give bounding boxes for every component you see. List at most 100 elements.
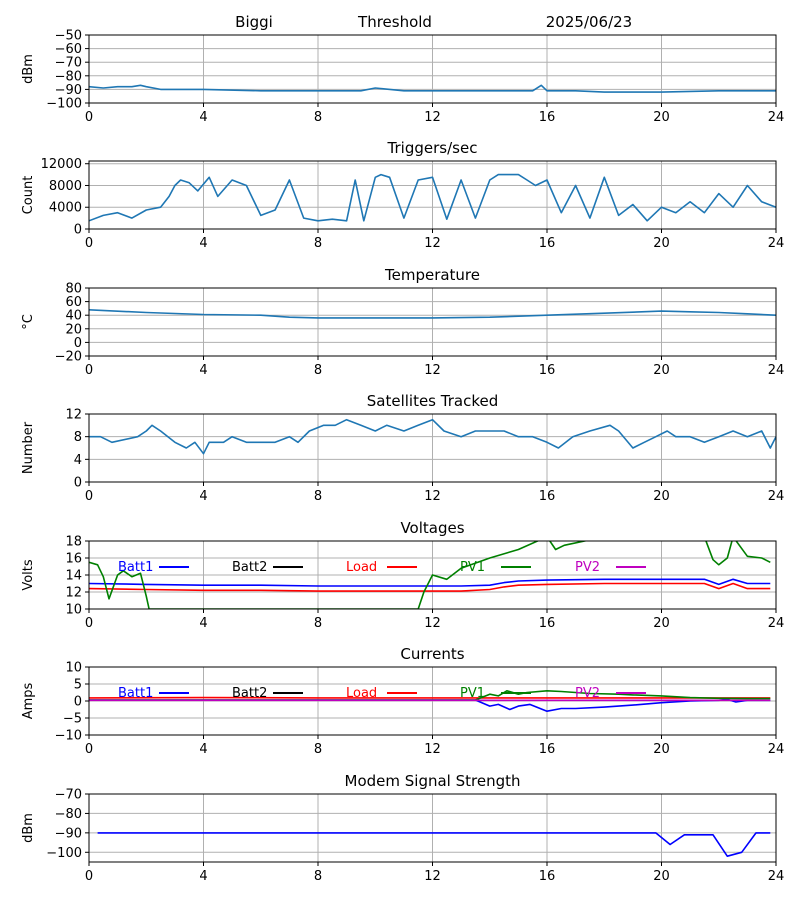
legend-label-pv1: PV1 [460, 560, 485, 575]
y-tick-label: 10 [65, 603, 82, 618]
x-tick-label: 20 [653, 742, 670, 757]
chart-title: Triggers/sec [387, 139, 478, 157]
x-tick-label: 4 [199, 236, 207, 251]
x-tick-label: 24 [768, 742, 785, 757]
y-tick-label: 12000 [41, 157, 82, 172]
header-date: 2025/06/23 [546, 13, 632, 31]
x-tick-label: 0 [85, 489, 93, 504]
x-tick-label: 4 [199, 110, 207, 125]
x-tick-label: 24 [768, 869, 785, 884]
legend-label-load: Load [346, 686, 377, 701]
x-tick-label: 8 [314, 616, 322, 631]
chart-modem: 0 4 8 12 16 20 24 −100 −90 −80 −70 Modem Signal Str… [21, 772, 784, 884]
x-tick-label: 24 [768, 616, 785, 631]
header-station: Biggi [235, 13, 273, 31]
x-tick-label: 16 [539, 616, 556, 631]
series-line-load [89, 582, 771, 592]
y-axis-label: °C [21, 314, 36, 330]
y-tick-label: −80 [55, 807, 82, 822]
series-group [89, 418, 776, 455]
y-axis-label: dBm [21, 54, 36, 84]
y-tick-label: 40 [65, 309, 82, 324]
x-tick-label: 0 [85, 110, 93, 125]
y-tick-label: 0 [74, 476, 82, 491]
x-tick-label: 16 [539, 110, 556, 125]
chart-title: Voltages [400, 519, 464, 537]
y-tick-label: 18 [65, 535, 82, 550]
series-group [97, 832, 771, 858]
y-tick-label: 8000 [49, 179, 82, 194]
chart-triggers: 0 4 8 12 16 20 24 0 4000 8000 12000 Triggers/sec Cou… [21, 139, 784, 251]
x-tick-label: 4 [199, 869, 207, 884]
series-line-0 [97, 832, 771, 858]
y-tick-label: 10 [65, 661, 82, 676]
chart-title: Temperature [384, 266, 480, 284]
x-tick-label: 4 [199, 363, 207, 378]
y-tick-label: −80 [55, 69, 82, 84]
y-tick-label: −100 [46, 97, 82, 112]
x-tick-label: 16 [539, 489, 556, 504]
x-tick-label: 20 [653, 869, 670, 884]
series-line-0 [89, 84, 776, 93]
legend-label-batt2: Batt2 [232, 686, 267, 701]
y-tick-label: −100 [46, 846, 82, 861]
header-mode: Threshold [357, 13, 432, 31]
x-tick-label: 24 [768, 489, 785, 504]
y-tick-label: 0 [74, 336, 82, 351]
chart-title: Satellites Tracked [367, 392, 498, 410]
x-tick-label: 24 [768, 110, 785, 125]
y-tick-label: 60 [65, 295, 82, 310]
x-tick-label: 8 [314, 236, 322, 251]
y-tick-label: −90 [55, 83, 82, 98]
y-tick-label: 16 [65, 552, 82, 567]
y-tick-label: 4000 [49, 201, 82, 216]
legend-label-pv1: PV1 [460, 686, 485, 701]
x-tick-label: 8 [314, 742, 322, 757]
y-tick-label: −20 [55, 350, 82, 365]
x-tick-label: 12 [424, 489, 441, 504]
x-tick-label: 20 [653, 110, 670, 125]
x-tick-label: 4 [199, 742, 207, 757]
y-tick-label: 0 [74, 223, 82, 238]
y-axis-label: Number [21, 421, 36, 474]
y-tick-label: −60 [55, 42, 82, 57]
x-tick-label: 12 [424, 742, 441, 757]
y-tick-label: 5 [74, 678, 82, 693]
series-group [89, 173, 776, 222]
x-tick-label: 16 [539, 869, 556, 884]
series-line-0 [89, 418, 776, 455]
series-line-pv1 [89, 541, 771, 609]
legend-label-batt2: Batt2 [232, 560, 267, 575]
y-tick-label: −10 [55, 729, 82, 744]
chart-title: Currents [400, 645, 464, 663]
x-tick-label: 24 [768, 236, 785, 251]
chart-title: Modem Signal Strength [345, 772, 521, 790]
x-tick-label: 12 [424, 236, 441, 251]
series-line-0 [89, 309, 776, 319]
x-tick-label: 12 [424, 616, 441, 631]
y-tick-label: 20 [65, 322, 82, 337]
y-tick-label: −5 [63, 712, 82, 727]
x-tick-label: 0 [85, 363, 93, 378]
x-tick-label: 16 [539, 236, 556, 251]
x-tick-label: 4 [199, 489, 207, 504]
x-tick-label: 0 [85, 742, 93, 757]
y-tick-label: −70 [55, 56, 82, 71]
x-tick-label: 4 [199, 616, 207, 631]
x-tick-label: 8 [314, 869, 322, 884]
y-axis-label: Volts [21, 559, 36, 591]
y-axis-label: dBm [21, 813, 36, 843]
y-axis-label: Count [21, 176, 36, 215]
x-tick-label: 8 [314, 110, 322, 125]
y-tick-label: 12 [65, 408, 82, 423]
series-group [89, 541, 771, 609]
chart-threshold: 0 4 8 12 16 20 24 −100−90−80−70−60−50 dBm [21, 29, 784, 126]
legend-label-batt1: Batt1 [118, 686, 153, 701]
x-tick-label: 20 [653, 616, 670, 631]
x-tick-label: 12 [424, 110, 441, 125]
legend-label-pv2: PV2 [575, 560, 600, 575]
chart-voltages: 0 4 8 12 16 20 24 10 12 14 16 18 Voltages Volts Batt1 B… [21, 519, 784, 631]
